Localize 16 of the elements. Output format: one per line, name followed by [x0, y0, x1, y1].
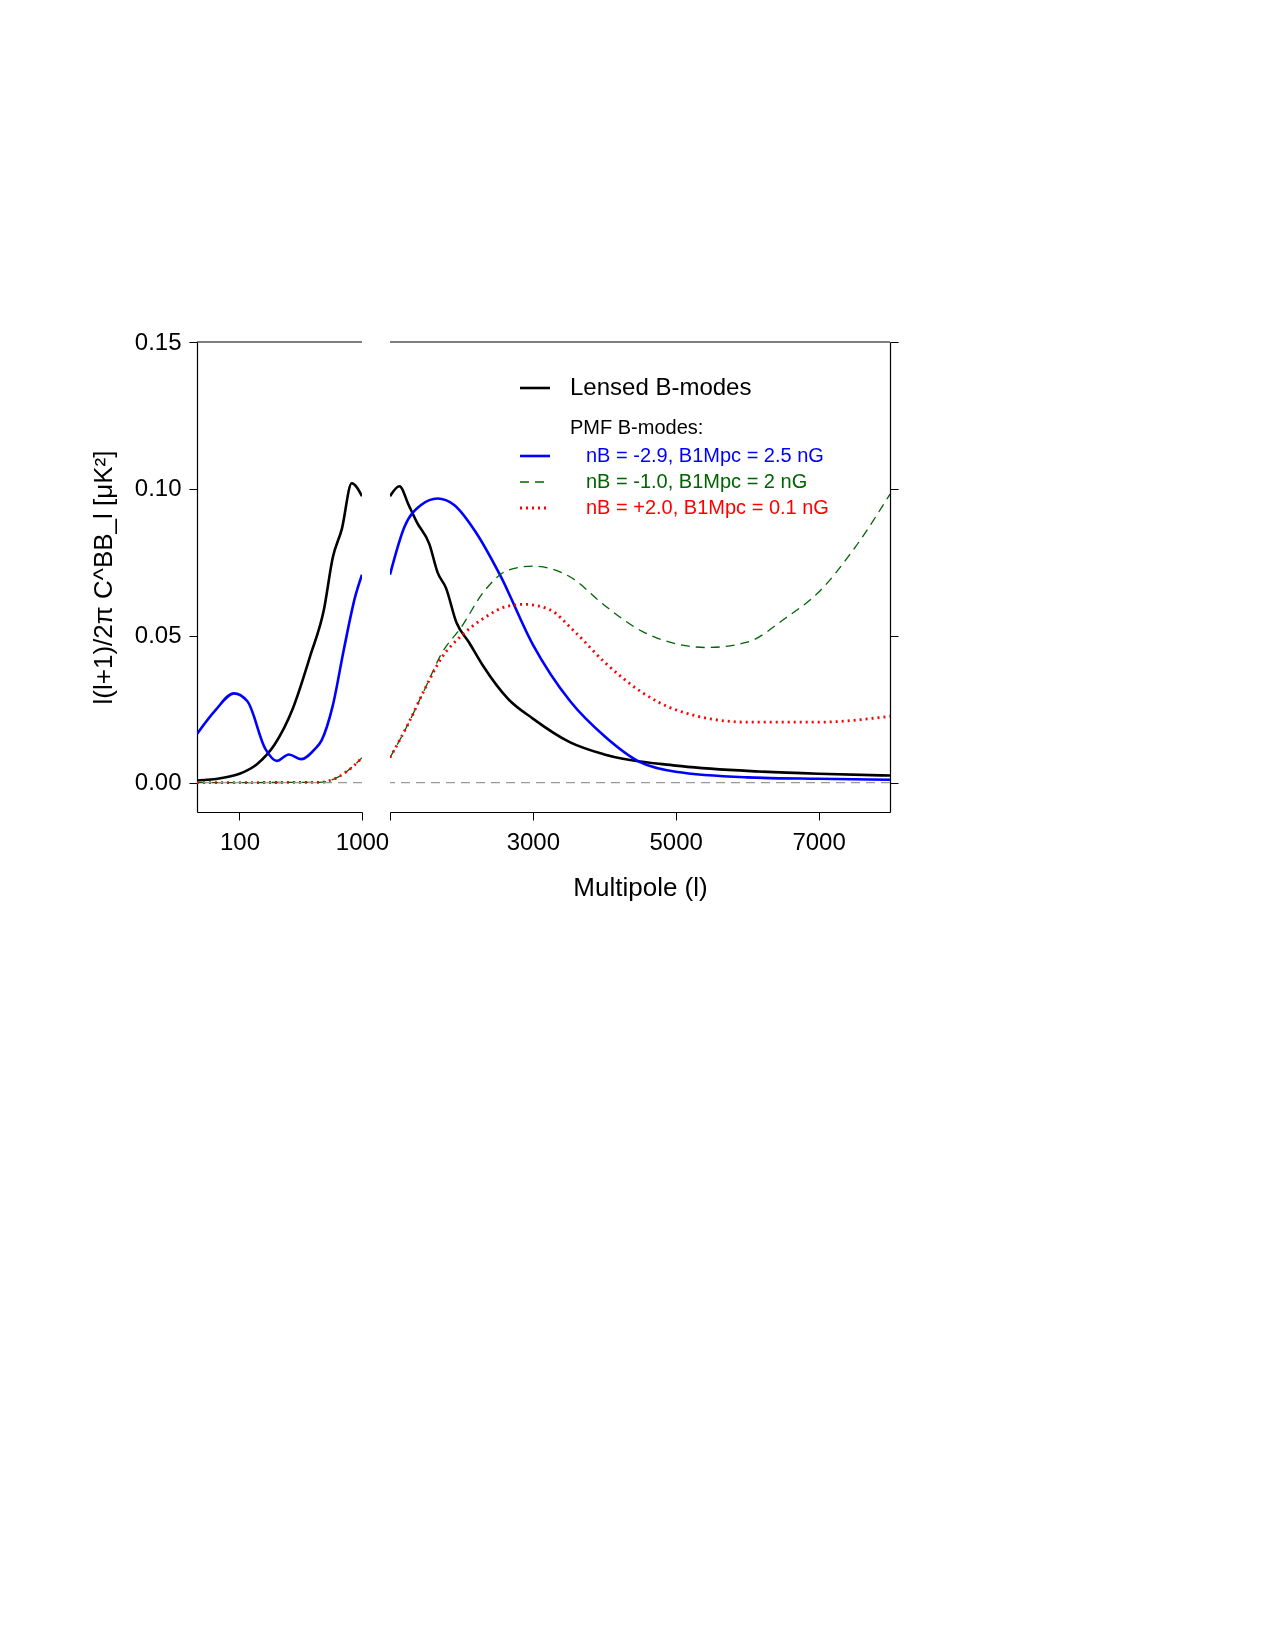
annotation: PMF B-modes:: [570, 416, 704, 438]
y-tick-label: 0.15: [134, 327, 182, 355]
legend-label: nB = -1.0, B1Mpc = 2 nG: [586, 470, 808, 492]
x-tick-label: 100: [219, 827, 261, 855]
legend-label: nB = +2.0, B1Mpc = 0.1 nG: [586, 496, 829, 518]
x-tick-label: 7000: [792, 827, 846, 855]
x-tick-label: 3000: [506, 827, 561, 855]
y-tick-label: 0.05: [134, 621, 182, 649]
x-axis-title: Multipole (l): [573, 871, 708, 902]
y-axis-title: l(l+1)/2π C^BB_l [μK²]: [87, 450, 118, 705]
x-tick-label: 5000: [649, 827, 703, 855]
x-tick-label: 1000: [335, 827, 390, 855]
y-tick-label: 0.00: [134, 768, 182, 796]
legend-label: Lensed B-modes: [570, 373, 752, 400]
legend-label: nB = -2.9, B1Mpc = 2.5 nG: [586, 444, 824, 466]
y-tick-label: 0.10: [134, 474, 182, 502]
